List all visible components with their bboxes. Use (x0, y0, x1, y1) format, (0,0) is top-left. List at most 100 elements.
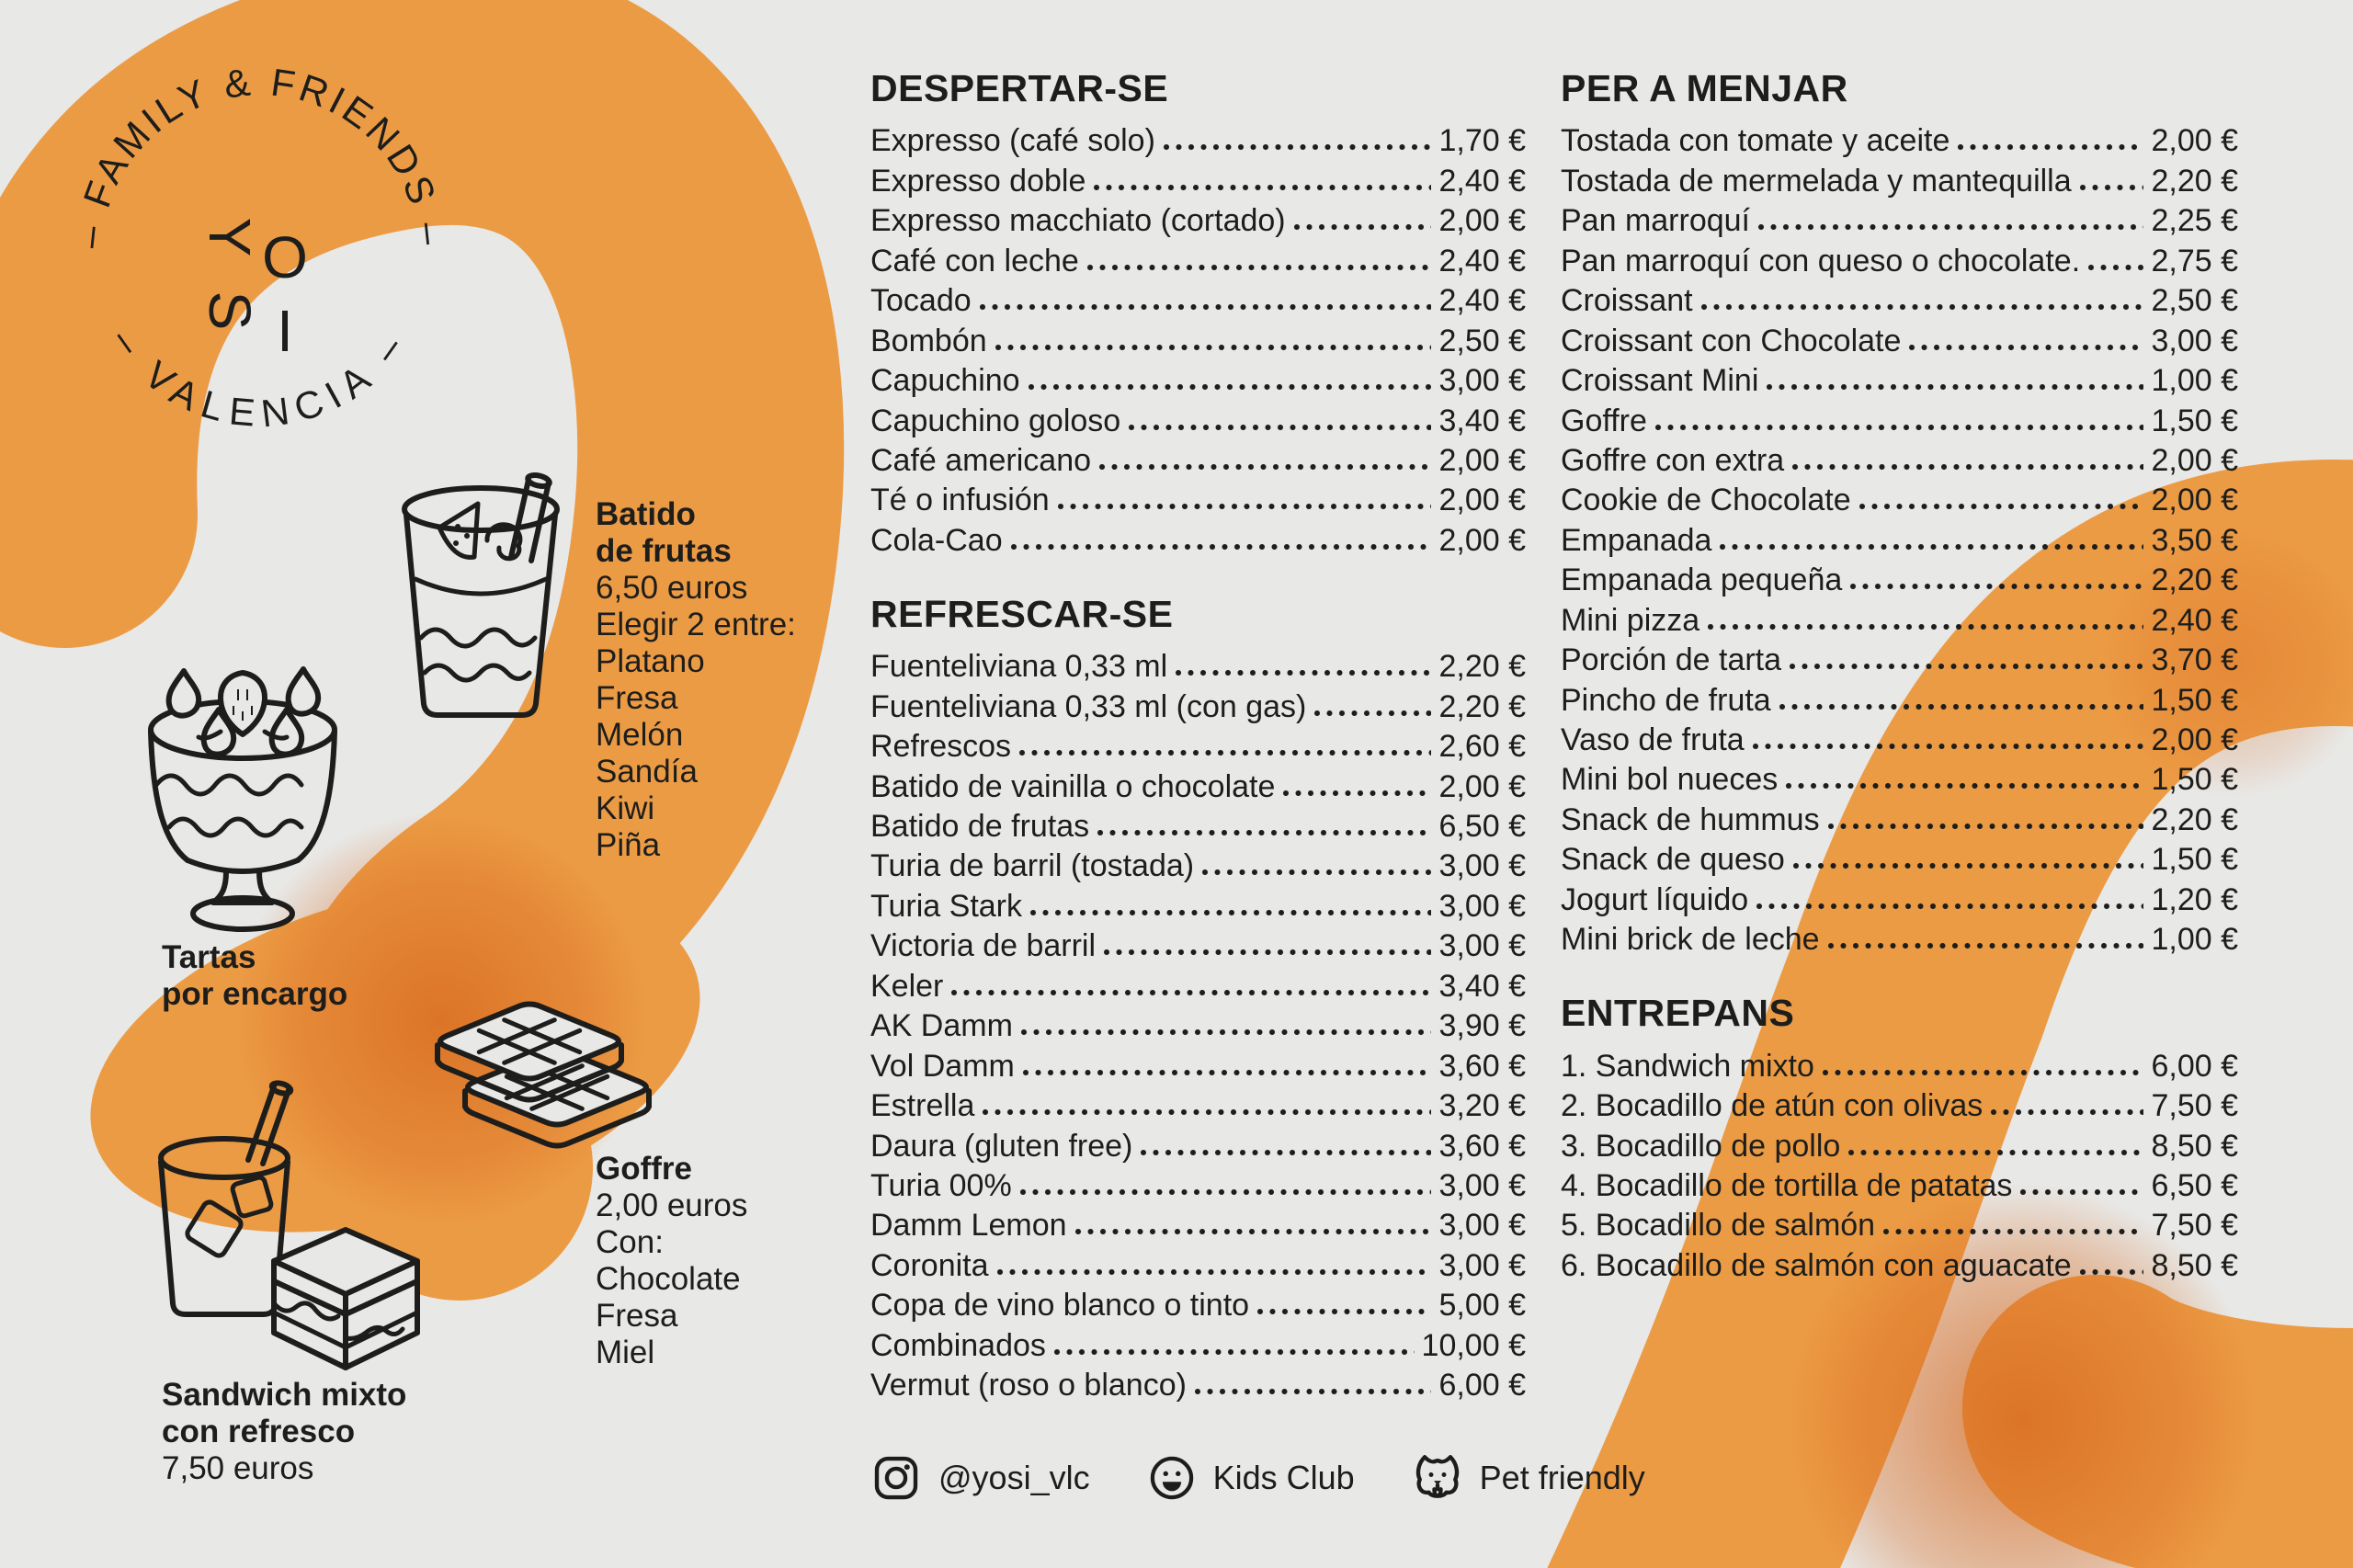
menu-item-row: Té o infusión 2,00 € (870, 479, 1526, 518)
item-price: 2,00 € (2151, 483, 2238, 518)
item-price: 7,50 € (2151, 1208, 2238, 1244)
smoothie-glass-illustration (402, 472, 560, 718)
callout-line: Miel (596, 1335, 655, 1370)
smiley-icon (1150, 1456, 1193, 1500)
item-name: Capuchino (870, 363, 1020, 399)
menu-item-row: AK Damm 3,90 € (870, 1005, 1526, 1044)
menu-item-row: Croissant Mini 1,00 € (1561, 359, 2238, 399)
menu-item-row: Café americano 2,00 € (870, 439, 1526, 479)
menu-item-row: Café con leche 2,40 € (870, 239, 1526, 278)
menu-item-row: Victoria de barril 3,00 € (870, 925, 1526, 964)
dot-leader (1778, 702, 2144, 710)
menu-item-row: Bombón 2,50 € (870, 319, 1526, 358)
yosi-logo: – FAMILY & FRIENDS – – VALENCIA – Y O S … (67, 60, 450, 435)
item-name: Café americano (870, 442, 1092, 478)
item-price: 2,50 € (2151, 283, 2238, 319)
menu-item-row: Refrescos 2,60 € (870, 725, 1526, 765)
item-price: 3,00 € (1438, 928, 1526, 964)
menu-item-row: Vaso de fruta 2,00 € (1561, 719, 2238, 758)
item-name: Té o infusión (870, 483, 1050, 518)
item-name: 2. Bocadillo de atún con olivas (1561, 1088, 1984, 1124)
item-name: 5. Bocadillo de salmón (1561, 1208, 1876, 1244)
item-name: Refrescos (870, 729, 1012, 765)
dot-leader (1882, 1228, 2144, 1236)
dot-leader (1009, 542, 1432, 551)
item-price: 3,70 € (2151, 642, 2238, 678)
item-name: Copa de vino blanco o tinto (870, 1288, 1250, 1324)
menu-item-row: 6. Bocadillo de salmón con aguacate 8,50 … (1561, 1244, 2238, 1283)
dot-leader (1019, 1028, 1432, 1037)
pet-friendly-label: Pet friendly (1479, 1459, 1645, 1496)
dot-leader (1056, 503, 1432, 511)
callout-batido-de-frutas: Batido de frutas 6,50 euros Elegir 2 entre:… (596, 496, 796, 864)
menu-item-row: Estrella 3,20 € (870, 1085, 1526, 1124)
item-name: Mini bol nueces (1561, 762, 1779, 798)
item-price: 1,50 € (2151, 682, 2238, 718)
dot-leader (1757, 223, 2144, 232)
footer-pet-friendly-group: Pet friendly (1412, 1452, 1645, 1504)
menu-item-row: Coronita 3,00 € (870, 1244, 1526, 1283)
dot-leader (2078, 1267, 2144, 1276)
dot-leader (1292, 223, 1432, 232)
item-price: 7,50 € (2151, 1088, 2238, 1124)
item-price: 3,00 € (1438, 1167, 1526, 1203)
item-name: Pan marroquí (1561, 203, 1750, 239)
item-price: 2,20 € (2151, 801, 2238, 837)
menu-item-row: Keler 3,40 € (870, 964, 1526, 1004)
item-price: 2,25 € (2151, 203, 2238, 239)
logo-arc-bottom-text: – VALENCIA – (103, 320, 416, 435)
dot-leader (1751, 743, 2144, 750)
item-price: 3,00 € (1438, 1208, 1526, 1244)
dot-leader (1128, 423, 1432, 431)
menu-item-row: Tostada de mermelada y mantequilla 2,20 € (1561, 159, 2238, 199)
item-name: Vaso de fruta (1561, 722, 1745, 757)
item-price: 1,50 € (2151, 842, 2238, 878)
menu-item-row: 4. Bocadillo de tortilla de patatas 6,50 … (1561, 1165, 2238, 1204)
item-price: 3,90 € (1438, 1008, 1526, 1044)
item-name: Bombón (870, 323, 987, 358)
callout-sandwich-mixto: Sandwich mixto con refresco 7,50 euros (162, 1377, 406, 1487)
menu-item-row: Snack de queso 1,50 € (1561, 838, 2238, 878)
menu-section-despertar-se: DESPERTAR-SE Expresso (café solo) 1,70 € Ex… (870, 64, 1526, 559)
callout-line: Kiwi (596, 790, 655, 826)
item-price: 3,60 € (1438, 1048, 1526, 1084)
menu-item-row: 1. Sandwich mixto 6,00 € (1561, 1044, 2238, 1084)
dot-leader (1175, 669, 1432, 677)
item-name: Cola-Cao (870, 522, 1003, 558)
dot-leader (1826, 822, 2144, 830)
item-price: 3,50 € (2151, 522, 2238, 558)
footer-kids-club-group: Kids Club (1147, 1453, 1355, 1503)
item-name: Turia de barril (tostada) (870, 848, 1195, 884)
item-name: Vol Damm (870, 1048, 1015, 1084)
item-name: Pincho de fruta (1561, 682, 1771, 718)
dot-leader (2087, 263, 2144, 271)
item-name: Victoria de barril (870, 928, 1097, 964)
callout-title-line: Batido (596, 496, 696, 532)
menu-item-row: Vermut (roso o blanco) 6,00 € (870, 1364, 1526, 1403)
menu-item-row: Copa de vino blanco o tinto 5,00 € (870, 1284, 1526, 1324)
dot-leader (1826, 942, 2144, 950)
dot-leader (1791, 462, 2144, 471)
menu-item-row: Tostada con tomate y aceite 2,00 € (1561, 119, 2238, 159)
menu-item-row: Empanada 3,50 € (1561, 518, 2238, 558)
item-price: 2,50 € (1438, 323, 1526, 358)
dot-leader (1847, 1148, 2144, 1156)
menu-item-row: Mini brick de leche 1,00 € (1561, 918, 2238, 958)
dot-leader (1029, 908, 1432, 916)
menu-section-refrescar-se: REFRESCAR-SE Fuenteliviana 0,33 ml 2,20 € F… (870, 590, 1526, 1403)
item-name: Croissant con Chocolate (1561, 323, 1902, 358)
item-price: 6,00 € (2151, 1048, 2238, 1084)
item-name: Daura (gluten free) (870, 1128, 1133, 1164)
item-price: 2,40 € (1438, 163, 1526, 199)
dot-leader (1140, 1148, 1432, 1156)
item-name: Turia Stark (870, 888, 1023, 924)
item-price: 2,20 € (1438, 649, 1526, 685)
dot-leader (1097, 829, 1432, 836)
item-price: 3,00 € (2151, 323, 2238, 358)
item-price: 2,00 € (1438, 768, 1526, 804)
item-name: Tocado (870, 283, 972, 319)
dot-leader (1654, 423, 2144, 431)
menu-item-row: Cola-Cao 2,00 € (870, 518, 1526, 558)
callout-line: Platano (596, 643, 705, 679)
item-price: 2,00 € (1438, 522, 1526, 558)
